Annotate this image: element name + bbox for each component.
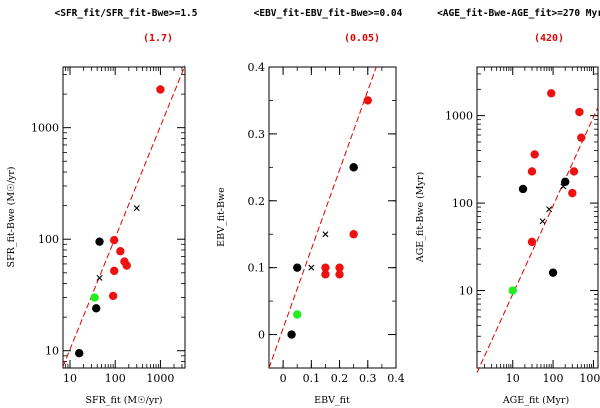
cross-marker xyxy=(96,274,103,281)
y-tick-label: 10 xyxy=(45,345,59,358)
cross-stroke xyxy=(96,274,103,281)
red-point xyxy=(349,230,358,239)
panel-age-xlabel: AGE_fit (Myr) xyxy=(502,395,569,406)
black-point xyxy=(92,304,101,313)
panel-age: <AGE_fit-Bwe-AGE_fit>=270 Myr (420) AGE_… xyxy=(415,8,600,406)
cross-marker xyxy=(539,218,546,225)
x-tick-label: 100 xyxy=(105,372,126,385)
y-tick-label: 100 xyxy=(38,233,59,246)
panel-age-subtitle: (420) xyxy=(534,33,564,44)
panel-sfr-marks xyxy=(62,65,186,367)
cross-stroke xyxy=(322,231,329,238)
green-point xyxy=(90,293,99,302)
black-point xyxy=(75,349,84,358)
cross-marker xyxy=(133,205,140,212)
panel-sfr-frame xyxy=(62,66,186,369)
panel-ebv-ylabel: EBV_fit-Bwe xyxy=(216,187,227,247)
x-tick-label: 1000 xyxy=(146,372,174,385)
red-point xyxy=(109,235,119,245)
panel-sfr-title: <SFR_fit/SFR_fit-Bwe>=1.5 xyxy=(55,8,198,19)
red-point xyxy=(321,263,330,272)
panel-sfr-ylabel: SFR_fit-Bwe (M☉/yr) xyxy=(6,167,17,268)
cross-stroke xyxy=(546,206,553,213)
x-tick-label: 0.3 xyxy=(359,372,377,385)
black-point xyxy=(548,268,558,277)
panel-ebv-subtitle: (0.05) xyxy=(344,33,380,44)
y-tick-label: 1000 xyxy=(31,122,59,135)
red-point xyxy=(527,167,537,176)
y-tick-label: 0.1 xyxy=(248,262,266,275)
y-tick-label: 0.4 xyxy=(248,61,266,74)
panel-age-marks xyxy=(476,89,599,373)
red-point xyxy=(335,263,344,272)
cross-stroke xyxy=(539,218,546,225)
red-point xyxy=(363,96,372,105)
panel-age-ylabel: AGE_fit-Bwe (Myr) xyxy=(415,172,426,263)
red-point xyxy=(122,261,131,270)
red-point xyxy=(109,266,119,276)
panel-sfr-subtitle: (1.7) xyxy=(143,33,173,44)
red-point xyxy=(575,107,584,117)
x-tick-label: 0.1 xyxy=(303,372,321,385)
red-point xyxy=(156,85,165,94)
panel-age-title: <AGE_fit-Bwe-AGE_fit>=270 Myr xyxy=(437,8,600,19)
red-point xyxy=(335,270,344,279)
y-tick-label: 0 xyxy=(258,329,265,342)
panel-age-frame xyxy=(476,66,599,369)
panel-age-ticks: 10 100 1000 10 100 1000 xyxy=(445,67,600,385)
green-point xyxy=(293,310,302,319)
panel-ebv-title: <EBV_fit-EBV_fit-Bwe>=0.04 xyxy=(254,8,403,19)
y-tick-label: 10 xyxy=(459,285,473,298)
red-point xyxy=(116,247,125,256)
y-tick-label: 0.3 xyxy=(248,128,266,141)
panel-ebv-marks xyxy=(268,66,377,369)
black-point xyxy=(287,330,296,339)
black-point xyxy=(561,177,570,187)
panel-ebv-ticks: 0 0.1 0.2 0.3 0.4 0 0.1 0.2 0.3 0.4 xyxy=(248,61,405,385)
x-tick-label: 1000 xyxy=(579,372,600,385)
panel-sfr: <SFR_fit/SFR_fit-Bwe>=1.5 (1.7) SFR_fit … xyxy=(6,8,198,406)
fit-line xyxy=(268,66,377,369)
red-point xyxy=(530,150,539,159)
red-point xyxy=(577,133,586,142)
fit-line xyxy=(62,65,186,367)
black-point xyxy=(518,184,528,194)
panel-sfr-xlabel: SFR_fit (M☉/yr) xyxy=(86,395,163,406)
y-tick-label: 1000 xyxy=(445,110,473,123)
red-point xyxy=(569,167,579,176)
cross-stroke xyxy=(133,205,140,212)
cross-stroke xyxy=(560,183,567,190)
cross-stroke xyxy=(308,264,315,271)
x-tick-label: 0 xyxy=(280,372,287,385)
cross-marker xyxy=(560,183,567,190)
panel-sfr-ticks: 10 100 1000 10 100 1000 xyxy=(31,67,185,385)
black-point xyxy=(95,237,104,246)
x-tick-label: 10 xyxy=(506,372,520,385)
x-tick-label: 100 xyxy=(543,372,564,385)
x-tick-label: 0.4 xyxy=(387,372,405,385)
fit-line xyxy=(476,106,599,373)
panel-ebv: <EBV_fit-EBV_fit-Bwe>=0.04 (0.05) EBV_fi… xyxy=(216,8,405,406)
red-point xyxy=(527,237,537,247)
x-tick-label: 0.2 xyxy=(331,372,349,385)
black-point xyxy=(349,163,358,172)
y-tick-label: 100 xyxy=(452,197,473,210)
black-point xyxy=(293,263,302,272)
panel-ebv-frame xyxy=(268,66,397,369)
red-point xyxy=(547,89,556,98)
x-tick-label: 10 xyxy=(63,372,77,385)
cross-marker xyxy=(322,231,329,238)
cross-marker xyxy=(546,206,553,213)
y-tick-label: 0.2 xyxy=(248,195,266,208)
red-point xyxy=(568,188,577,198)
red-point xyxy=(321,270,330,279)
green-point xyxy=(508,286,517,295)
panel-ebv-xlabel: EBV_fit xyxy=(314,395,350,406)
red-point xyxy=(108,291,118,301)
cross-marker xyxy=(308,264,315,271)
